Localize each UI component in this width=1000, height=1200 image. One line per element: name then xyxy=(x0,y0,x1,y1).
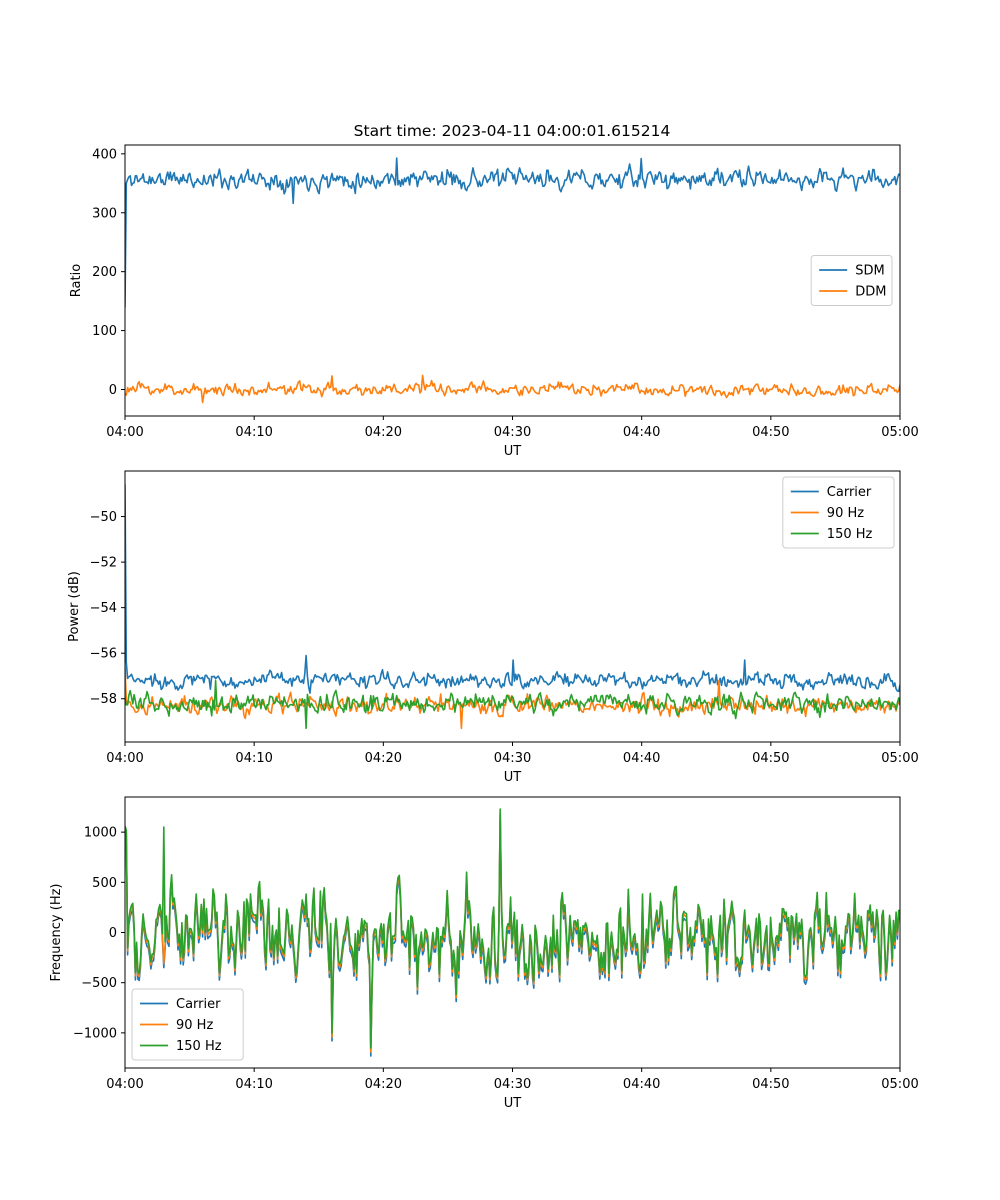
y-axis-label: Ratio xyxy=(69,264,84,297)
legend-label: 150 Hz xyxy=(827,527,873,542)
series-line-carrier xyxy=(125,483,900,694)
legend-label: 90 Hz xyxy=(827,506,864,521)
y-axis-label: Frequency (Hz) xyxy=(49,883,64,981)
legend-frame xyxy=(810,255,893,306)
x-tick-label: 04:00 xyxy=(106,751,143,766)
y-tick-label: 500 xyxy=(92,876,117,891)
x-tick-label: 04:30 xyxy=(494,751,531,766)
y-axis-label: Power (dB) xyxy=(67,571,82,642)
figure-title: Start time: 2023-04-11 04:00:01.615214 xyxy=(354,122,671,140)
chart-panel-3: 04:00 04:10 04:20 04:30 04:40 04:50 05:00 −1000… xyxy=(49,796,919,1111)
y-tick-label: −500 xyxy=(81,976,117,991)
x-tick-label: 04:40 xyxy=(623,751,660,766)
panels: 04:00 04:10 04:20 04:30 04:40 04:50 05:00 0 100 2… xyxy=(49,144,919,1111)
y-tick-label: 0 xyxy=(109,926,117,941)
x-tick-label: 05:00 xyxy=(881,425,918,440)
x-tick-label: 04:10 xyxy=(235,425,272,440)
x-tick-label: 04:50 xyxy=(752,1077,789,1092)
x-axis-label: UT xyxy=(504,1096,522,1111)
chart-panel-2: 04:00 04:10 04:20 04:30 04:40 04:50 05:00 −58 −5… xyxy=(67,470,919,785)
x-tick-label: 04:40 xyxy=(623,425,660,440)
legend: Carrier 90 Hz 150 Hz xyxy=(782,476,895,549)
y-tick-label: 300 xyxy=(92,206,117,221)
legend-frame xyxy=(131,988,244,1061)
y-tick-label: 400 xyxy=(92,147,117,162)
y-tick-label: 0 xyxy=(109,383,117,398)
x-tick-label: 04:40 xyxy=(623,1077,660,1092)
legend-frame xyxy=(782,476,895,549)
x-tick-label: 04:30 xyxy=(494,1077,531,1092)
y-tick-label: −52 xyxy=(90,556,117,571)
legend-label: 150 Hz xyxy=(176,1039,222,1054)
chart-panel-1: 04:00 04:10 04:20 04:30 04:40 04:50 05:00 0 100 2… xyxy=(69,144,919,459)
y-tick-label: 200 xyxy=(92,265,117,280)
x-tick-label: 04:50 xyxy=(752,751,789,766)
x-tick-label: 05:00 xyxy=(881,751,918,766)
x-axis-label: UT xyxy=(504,770,522,785)
x-tick-label: 04:00 xyxy=(106,425,143,440)
x-tick-label: 04:20 xyxy=(365,425,402,440)
x-tick-label: 04:30 xyxy=(494,425,531,440)
legend: Carrier 90 Hz 150 Hz xyxy=(131,988,244,1061)
series-group xyxy=(125,808,900,1057)
legend-label: 90 Hz xyxy=(176,1018,213,1033)
y-tick-label: −1000 xyxy=(73,1026,117,1041)
legend-label: Carrier xyxy=(176,997,221,1012)
x-tick-label: 04:20 xyxy=(365,1077,402,1092)
series-line-ddm xyxy=(125,374,900,404)
y-tick-label: 100 xyxy=(92,324,117,339)
x-tick-label: 04:50 xyxy=(752,425,789,440)
y-tick-label: −50 xyxy=(90,510,117,525)
x-axis-label: UT xyxy=(504,444,522,459)
x-tick-label: 04:00 xyxy=(106,1077,143,1092)
x-tick-label: 04:10 xyxy=(235,1077,272,1092)
y-tick-label: −54 xyxy=(90,601,117,616)
y-tick-label: −58 xyxy=(90,692,117,707)
y-tick-label: 1000 xyxy=(84,826,117,841)
series-line-150-hz xyxy=(125,808,900,1049)
x-tick-label: 04:10 xyxy=(235,751,272,766)
legend-label: DDM xyxy=(855,285,886,300)
x-tick-label: 05:00 xyxy=(881,1077,918,1092)
series-group xyxy=(125,157,900,404)
series-line-150-hz xyxy=(125,679,900,730)
legend-label: SDM xyxy=(855,264,884,279)
legend-label: Carrier xyxy=(827,485,872,500)
x-tick-label: 04:20 xyxy=(365,751,402,766)
series-line-sdm xyxy=(125,157,900,308)
series-group xyxy=(125,483,900,730)
legend: SDM DDM xyxy=(810,255,893,306)
y-tick-label: −56 xyxy=(90,647,117,662)
